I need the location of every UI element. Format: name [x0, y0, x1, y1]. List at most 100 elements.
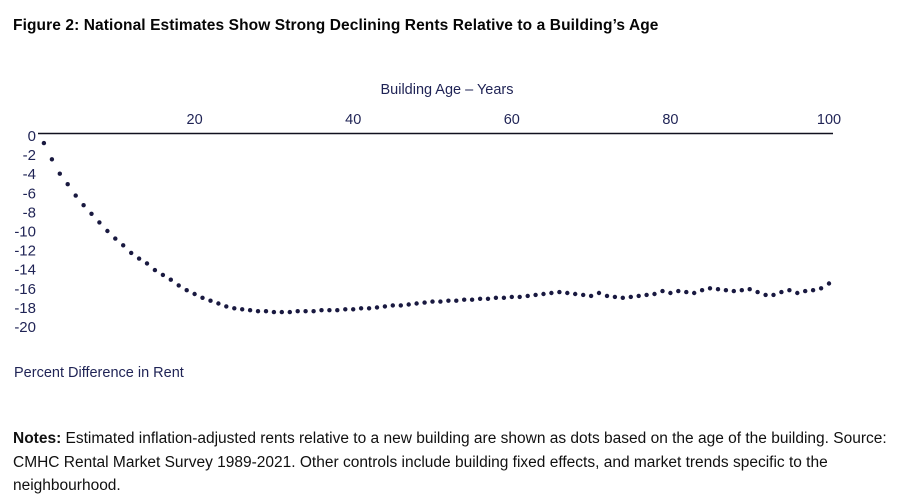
- y-tick-label: -16: [14, 281, 36, 298]
- data-point: [699, 288, 705, 293]
- y-tick-label: -14: [14, 262, 36, 279]
- data-point: [739, 288, 744, 293]
- data-point: [89, 211, 94, 216]
- y-tick-label: -4: [23, 166, 36, 183]
- data-point: [620, 295, 625, 300]
- data-point: [501, 295, 507, 300]
- data-point: [628, 294, 633, 300]
- data-point: [588, 293, 594, 299]
- x-axis-tick-labels: 20 40 60 80 100: [187, 112, 842, 128]
- data-point: [168, 277, 173, 282]
- data-point: [430, 299, 435, 304]
- data-point: [65, 182, 70, 187]
- data-point: [644, 292, 649, 298]
- data-point: [160, 272, 166, 278]
- data-point: [533, 292, 538, 298]
- data-point: [57, 171, 62, 176]
- data-point: [826, 281, 832, 286]
- notes-text: Estimated inflation-adjusted rents relat…: [13, 430, 887, 494]
- data-point: [311, 309, 316, 314]
- data-point: [224, 304, 229, 309]
- data-point: [184, 288, 189, 293]
- y-tick-label: 0: [28, 128, 36, 145]
- data-point: [319, 308, 324, 313]
- data-point: [73, 193, 78, 198]
- rent-age-scatter-chart: Building Age – Years 20 40 60 80 100 0 -2 -4 -6…: [14, 82, 842, 381]
- data-point: [49, 157, 55, 162]
- data-point: [731, 288, 736, 294]
- x-tick-label: 60: [504, 112, 520, 128]
- data-point: [684, 289, 689, 295]
- data-point: [557, 289, 562, 295]
- y-axis-tick-labels: 0 -2 -4 -6 -8 -10 -12 -14 -16 -18 -20: [14, 128, 36, 336]
- x-axis-title: Building Age – Years: [380, 82, 513, 98]
- y-tick-label: -6: [23, 185, 36, 202]
- data-point: [565, 290, 570, 296]
- scatter-dots: [41, 140, 832, 315]
- data-point: [446, 298, 451, 303]
- data-point: [787, 288, 792, 293]
- data-point: [192, 291, 197, 297]
- data-point: [176, 283, 181, 288]
- data-point: [723, 288, 729, 293]
- data-point: [200, 295, 205, 300]
- figure-title: Figure 2: National Estimates Show Strong…: [13, 17, 659, 34]
- x-tick-label: 20: [187, 112, 203, 128]
- y-tick-label: -12: [14, 243, 36, 260]
- y-tick-label: -20: [14, 319, 36, 336]
- data-point: [763, 292, 768, 298]
- x-tick-label: 40: [345, 112, 361, 128]
- chart-area: Building Age – Years 20 40 60 80 100 0 -2 -4 -6…: [14, 82, 842, 381]
- data-point: [660, 288, 665, 294]
- data-point: [414, 301, 419, 306]
- y-tick-label: -8: [23, 204, 36, 221]
- data-point: [335, 308, 340, 313]
- y-tick-label: -2: [23, 147, 36, 164]
- notes-label: Notes:: [13, 430, 62, 447]
- data-point: [81, 203, 86, 208]
- data-point: [636, 293, 641, 299]
- data-point: [573, 291, 578, 297]
- x-tick-label: 100: [817, 112, 841, 128]
- data-point: [779, 289, 784, 295]
- data-point: [422, 300, 427, 305]
- data-point: [279, 309, 284, 315]
- data-point: [327, 308, 332, 313]
- data-point: [152, 267, 158, 273]
- data-point: [692, 290, 697, 296]
- data-point: [216, 301, 221, 306]
- x-tick-label: 80: [662, 112, 678, 128]
- y-axis-title: Percent Difference in Rent: [14, 365, 184, 381]
- data-point: [485, 296, 491, 301]
- data-point: [263, 309, 269, 314]
- data-point: [129, 250, 134, 256]
- data-point: [382, 304, 388, 309]
- data-point: [454, 298, 459, 303]
- data-point: [652, 291, 657, 297]
- data-point: [398, 303, 403, 308]
- data-point: [390, 303, 395, 308]
- y-tick-label: -18: [14, 300, 36, 317]
- data-point: [255, 309, 261, 314]
- data-point: [438, 299, 443, 304]
- data-point: [247, 308, 253, 313]
- data-point: [668, 290, 673, 296]
- data-point: [517, 294, 522, 300]
- data-point: [493, 295, 499, 300]
- data-point: [795, 290, 800, 296]
- data-point: [97, 220, 102, 225]
- data-point: [549, 290, 554, 296]
- data-point: [596, 290, 602, 296]
- data-point: [41, 140, 47, 146]
- data-point: [343, 307, 348, 312]
- data-point: [105, 228, 110, 234]
- data-point: [818, 286, 824, 291]
- data-point: [771, 292, 776, 298]
- data-point: [271, 309, 277, 315]
- data-point: [232, 306, 237, 311]
- data-point: [351, 307, 356, 312]
- data-point: [121, 243, 126, 248]
- data-point: [240, 307, 245, 312]
- data-point: [208, 298, 213, 303]
